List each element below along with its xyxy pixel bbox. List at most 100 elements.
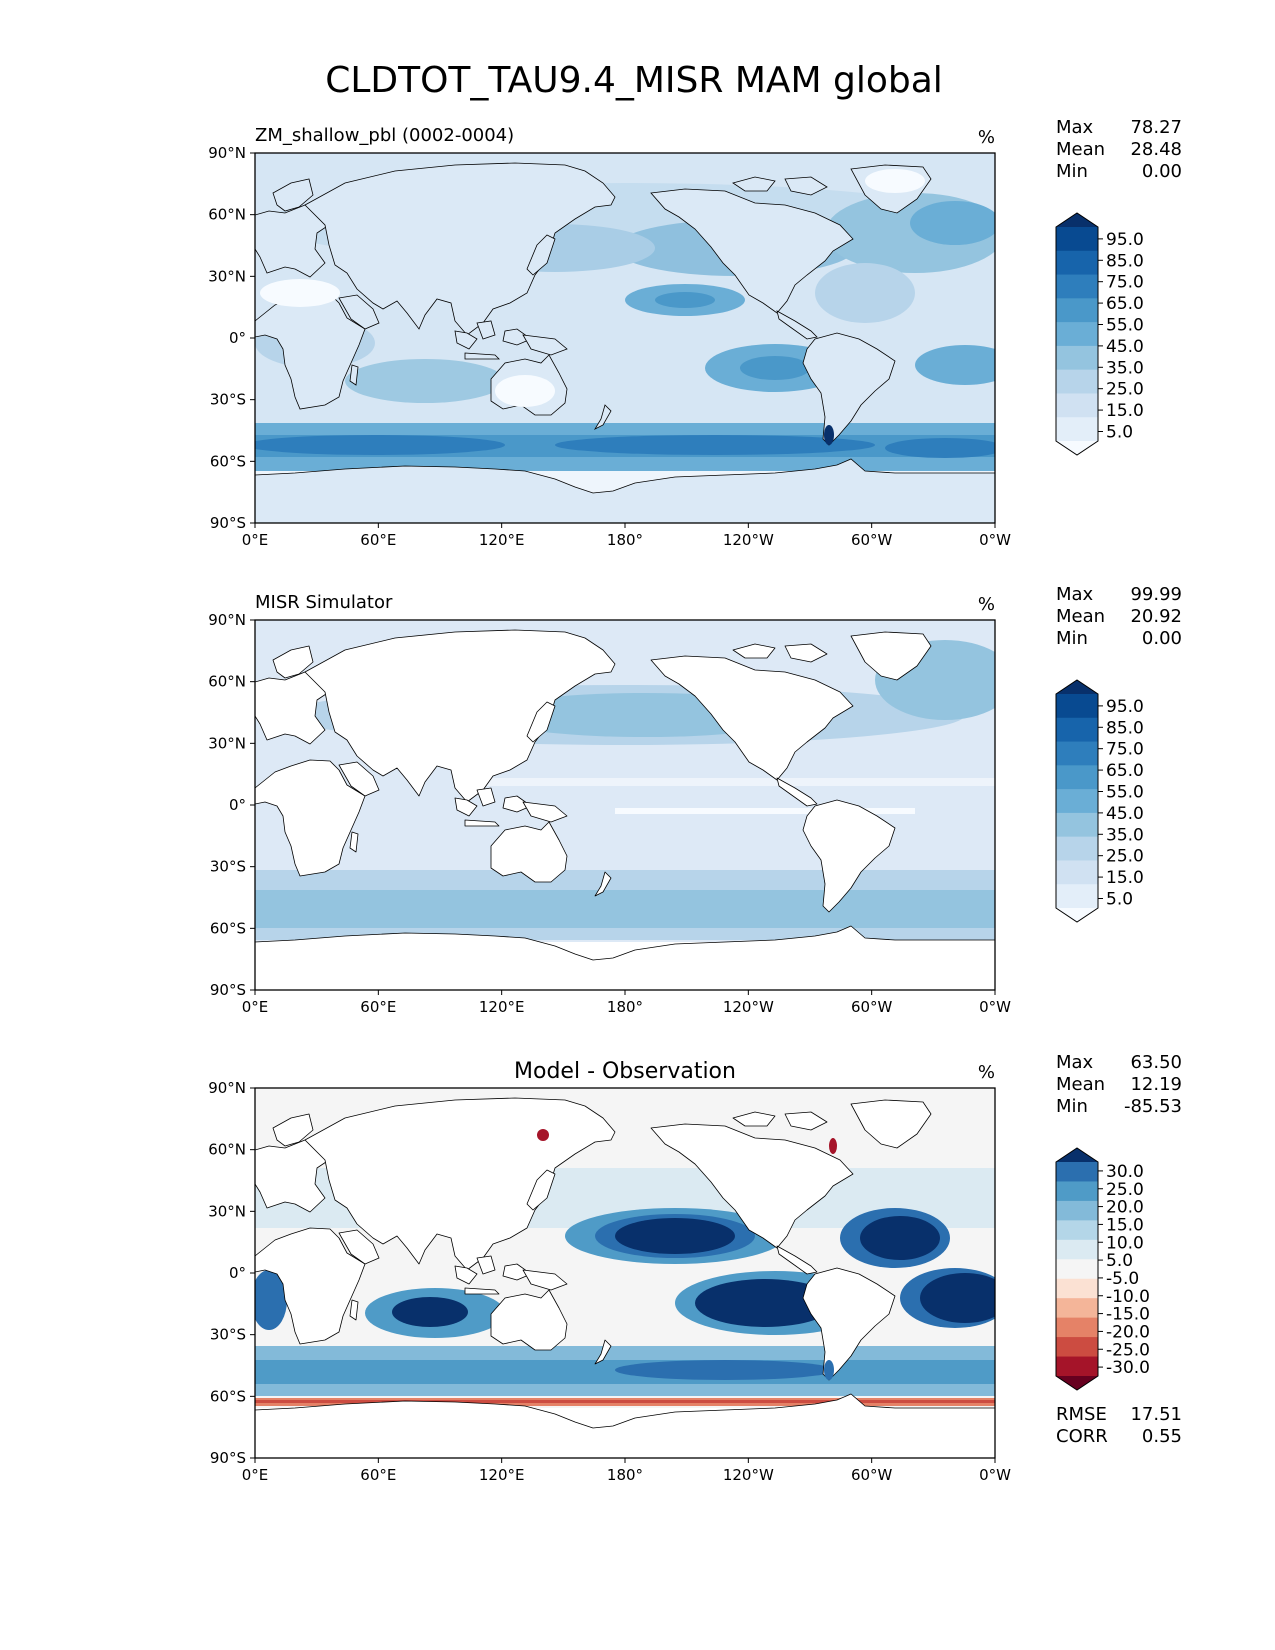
figure-title: CLDTOT_TAU9.4_MISR MAM global [325,60,943,101]
lat-tick-label: 30°S [210,391,246,409]
colorbar-tick-label: 65.0 [1106,761,1144,781]
map-reference [255,620,995,990]
stat-value: 12.19 [1130,1074,1182,1095]
panel-annotations-diff: Model - Observation % 90°N 60°N 30°N 0° 30°S 60… [208,1052,1182,1484]
lat-tick-label: 30°N [208,734,246,752]
colorbar-band [1056,1317,1098,1338]
colorbar-band [1056,836,1098,861]
stat-label: Max [1056,1052,1094,1073]
lat-tick-label: 30°N [208,267,246,285]
lon-tick-label: 60°E [360,531,396,549]
colorbar-band [1056,417,1098,442]
lat-tick-label: 30°N [208,1202,246,1220]
colorbar-outline [1055,212,1099,456]
map-diff [255,1088,995,1458]
stat-value: 20.92 [1130,606,1182,627]
stat-value: 0.00 [1142,161,1182,182]
colorbar-band [1056,741,1098,766]
colorbar-band [1056,1337,1098,1358]
colorbar-tick-label: 5.0 [1106,889,1133,909]
lon-tick-label: 180° [607,1466,643,1484]
colorbar-outline [1055,1147,1099,1391]
colorbar-band [1056,1200,1098,1221]
colorbar-tick-label: 25.0 [1106,1180,1144,1200]
colorbar-tick-label: 5.0 [1106,422,1133,442]
colorbar-band [1056,345,1098,371]
extra-stat-value: 0.55 [1142,1426,1182,1447]
lon-tick-label: 0°E [242,1466,269,1484]
colorbar-test: 95.085.075.065.055.045.035.025.015.05.0 [1055,212,1144,456]
stat-value: -85.53 [1124,1096,1182,1117]
lon-tick-label: 60°E [360,998,396,1016]
stat-label: Min [1056,628,1088,649]
panel-annotations-test: ZM_shallow_pbl (0002-0004) % 90°N 60°N 30°N 0… [208,117,1182,549]
stat-label: Max [1056,117,1094,138]
stat-label: Mean [1056,606,1105,627]
colorbar-tick-label: -20.0 [1106,1322,1150,1342]
extra-stat-label: RMSE [1056,1404,1107,1425]
colorbar-band [1056,884,1098,909]
colorbar-tick-label: 85.0 [1106,251,1144,271]
colorbar-diff: 30.025.020.015.010.05.0-5.0-10.0-15.0-20… [1055,1147,1150,1391]
stat-value: 0.00 [1142,628,1182,649]
lon-tick-label: 0°W [979,531,1011,549]
colorbar-tick-label: 30.0 [1106,1162,1144,1182]
colorbar-tick-label: 45.0 [1106,337,1144,357]
stat-value: 99.99 [1130,584,1182,605]
stat-value: 78.27 [1130,117,1182,138]
colorbar-tick-label: -5.0 [1106,1269,1139,1289]
colorbar-band [1056,369,1098,394]
panel-units: % [978,127,995,148]
extra-stat-value: 17.51 [1130,1404,1182,1425]
lat-tick-label: 0° [229,1264,246,1282]
colorbar-band [1056,1356,1098,1377]
lat-tick-label: 90°S [210,1449,246,1467]
colorbar-extend-bottom [1056,441,1098,455]
lat-tick-label: 0° [229,329,246,347]
colorbar-extend-bottom [1056,908,1098,922]
colorbar-band [1056,694,1098,719]
panel-left-title: ZM_shallow_pbl (0002-0004) [255,125,514,146]
panel-units: % [978,1062,995,1083]
lat-tick-label: 90°S [210,981,246,999]
lat-tick-label: 60°N [208,673,246,691]
colorbar-band [1056,717,1098,743]
panel-annotations-reference: MISR Simulator % 90°N 60°N 30°N 0° 30°S 60°S 90°… [208,584,1182,1016]
colorbar-tick-label: 5.0 [1106,1251,1133,1271]
colorbar-tick-label: -15.0 [1106,1305,1150,1325]
colorbar-tick-label: 95.0 [1106,697,1144,717]
colorbar-tick-label: 95.0 [1106,230,1144,250]
lon-tick-label: 120°W [723,531,774,549]
lon-tick-label: 0°E [242,998,269,1016]
colorbar-band [1056,1162,1098,1182]
panel-left-title: MISR Simulator [255,592,393,613]
colorbar-tick-label: 35.0 [1106,358,1144,378]
panel-reference [254,619,996,991]
colorbar-extend-top [1056,213,1098,227]
lon-tick-label: 180° [607,531,643,549]
colorbar-tick-label: 10.0 [1106,1233,1144,1253]
stat-label: Mean [1056,139,1105,160]
colorbar-tick-label: 55.0 [1106,315,1144,335]
colorbar-tick-label: 15.0 [1106,868,1144,888]
lat-tick-label: 90°N [208,611,246,629]
stat-label: Mean [1056,1074,1105,1095]
colorbar-band [1056,1239,1098,1260]
lat-tick-label: 30°S [210,1326,246,1344]
colorbar-outline [1055,679,1099,923]
lon-tick-label: 120°E [479,1466,525,1484]
colorbar-band [1056,1220,1098,1241]
lat-tick-label: 90°N [208,144,246,162]
map-test [255,153,995,523]
lon-tick-label: 60°W [851,1466,893,1484]
panel-test [254,152,996,524]
lat-tick-label: 60°S [210,452,246,470]
colorbar-tick-label: 25.0 [1106,380,1144,400]
lat-tick-label: 60°S [210,919,246,937]
colorbar-tick-label: 85.0 [1106,718,1144,738]
colorbar-band [1056,322,1098,347]
colorbar-band [1056,1298,1098,1319]
colorbar-band [1056,789,1098,814]
stat-label: Max [1056,584,1094,605]
